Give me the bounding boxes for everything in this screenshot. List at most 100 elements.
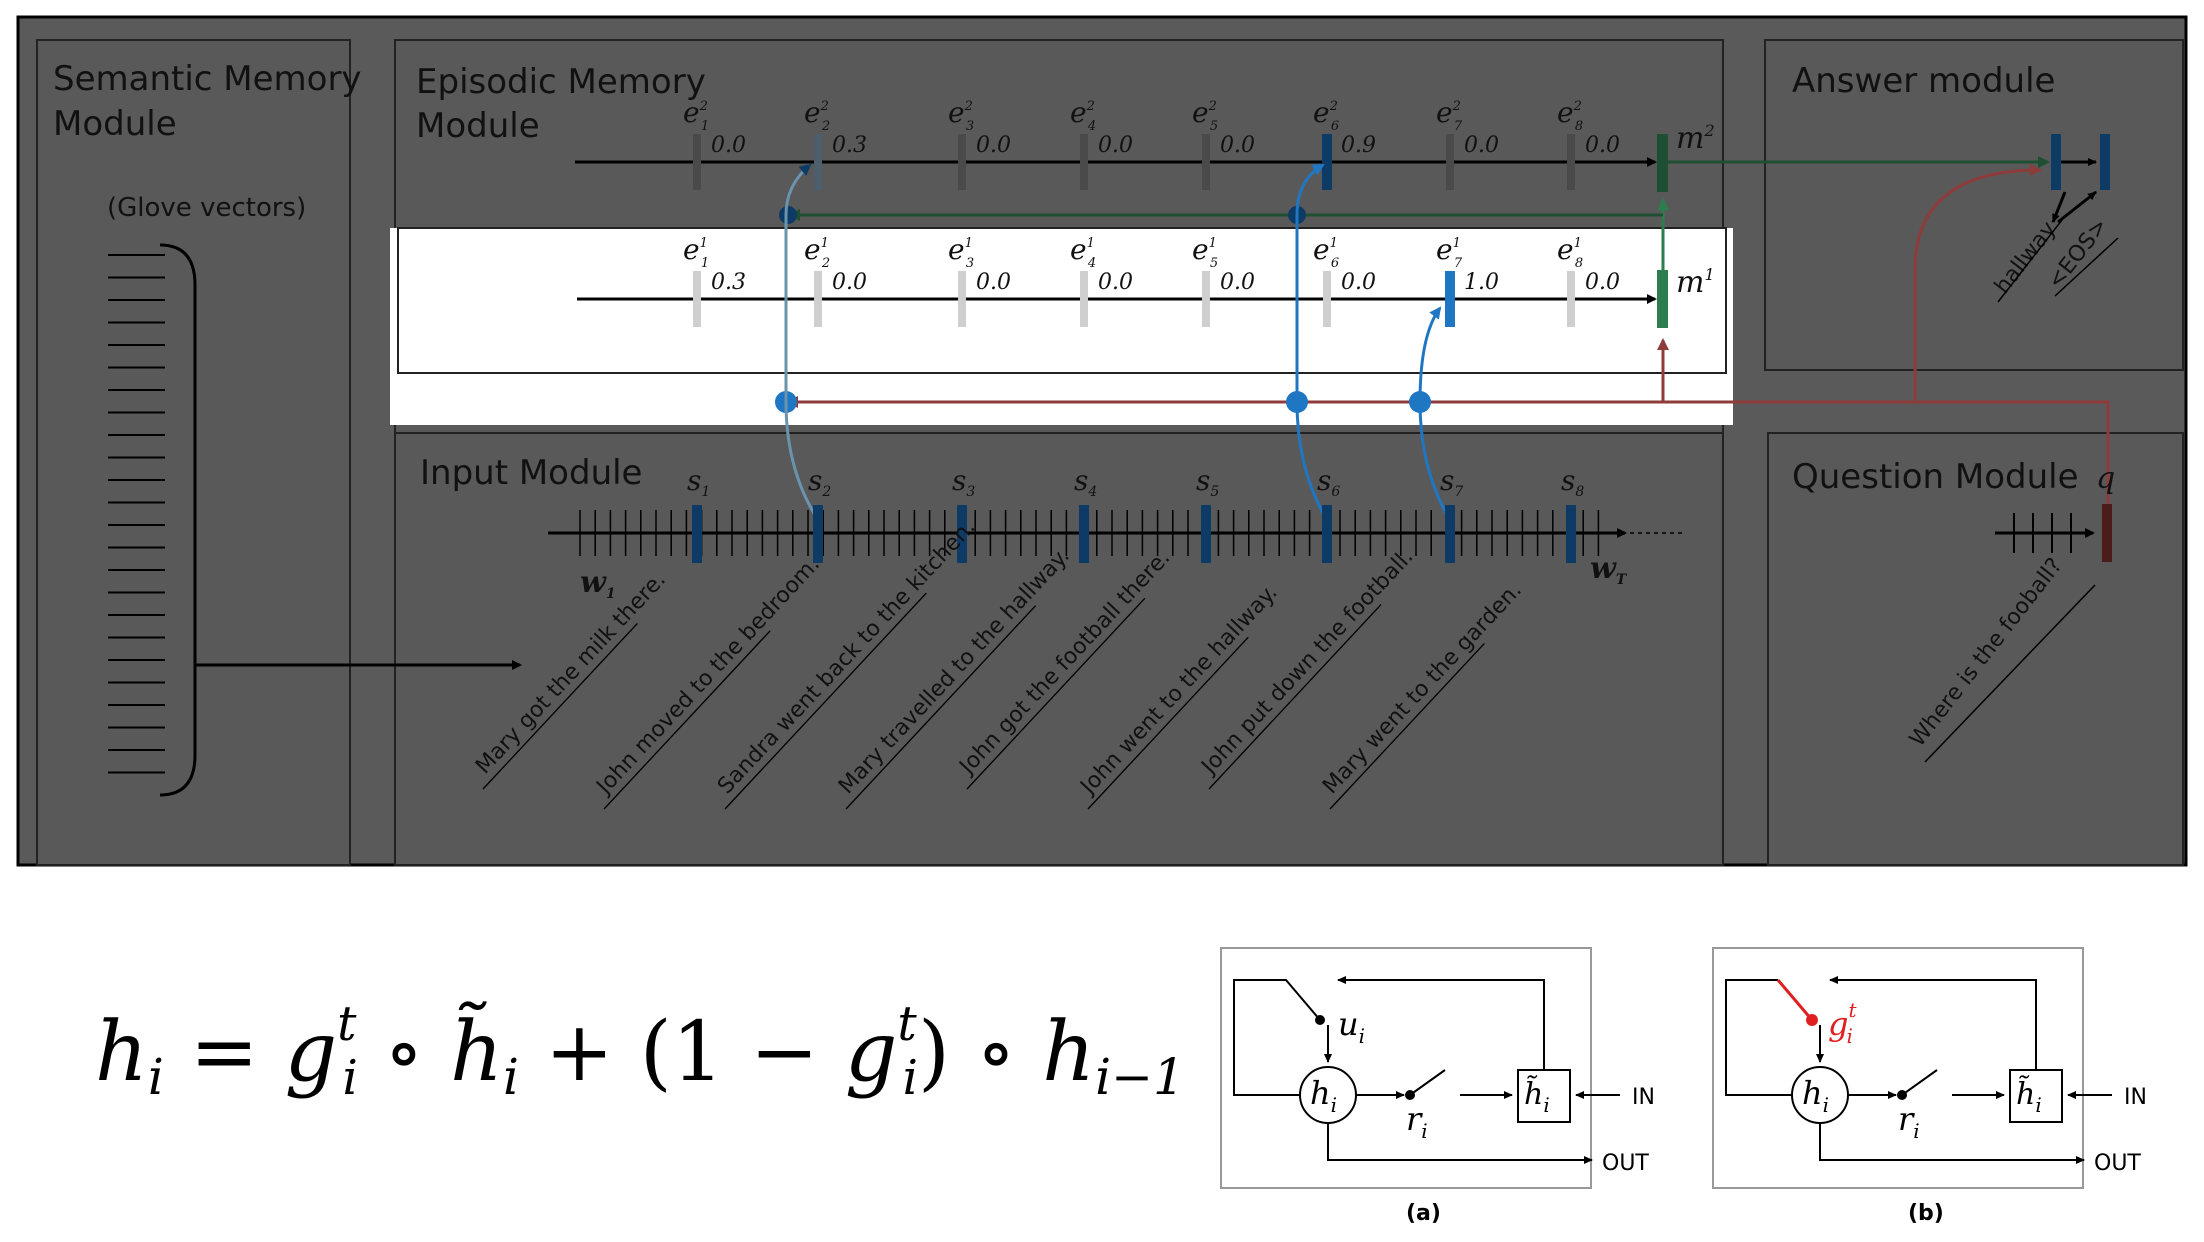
sentence-vector-bar xyxy=(1445,505,1455,563)
answer-module xyxy=(1764,39,2184,371)
sentence-label: s7 xyxy=(1440,464,1463,500)
episode-1-gate-bar xyxy=(1567,271,1575,327)
sentence-vector-bar xyxy=(957,505,967,563)
episode-2-gate-bar xyxy=(814,134,822,190)
input-title: Input Module xyxy=(420,453,642,493)
gru-b-candidate-box xyxy=(2009,1069,2063,1123)
question-module xyxy=(1767,432,2184,866)
attention-curve-s6 xyxy=(1295,163,1329,521)
episode-2-gate-value: 0.0 xyxy=(711,133,746,158)
episode-1-gate-value: 0.0 xyxy=(1098,270,1133,295)
episode-1-gate-bar xyxy=(958,271,966,327)
gru-b-reset-label: ri xyxy=(1898,1100,1920,1143)
episode-2-label: e2 8 xyxy=(1557,96,1583,134)
question-title: Question Module xyxy=(1792,457,2079,497)
sentence-vector-bar xyxy=(1322,505,1332,563)
episodic-title-1: Episodic Memory xyxy=(416,62,706,102)
sentence-label: s3 xyxy=(952,464,975,500)
sentence-label: s8 xyxy=(1561,464,1584,500)
sentence-vector-bar xyxy=(1201,505,1211,563)
sentence-underline xyxy=(845,605,1037,810)
question-vector-bar xyxy=(2102,504,2112,562)
episode-2-gate-value: 0.0 xyxy=(976,133,1011,158)
episode-2-label: e2 7 xyxy=(1436,96,1463,134)
question-attention-line xyxy=(786,396,2110,542)
sentence-underline xyxy=(966,597,1146,790)
gru-diagram-b: hi h̃i gt i ri IN OUT (b) xyxy=(1712,947,2147,1226)
episode-1-gates: e1 10.3e1 20.0e1 30.0e1 40.0e1 50.0e1 60.0e1 71… xyxy=(683,233,1620,327)
word-ticks xyxy=(579,510,1600,556)
episode-1-gate-bar xyxy=(693,271,701,327)
sentence-label: s2 xyxy=(808,464,831,500)
episode-2-gate-value: 0.0 xyxy=(1220,133,1255,158)
gru-diagram-a: hi h̃i ui ri IN OUT (a) xyxy=(1220,947,1655,1226)
gru-b-gate-label: gt i xyxy=(1828,998,1857,1048)
attention-curve-s7 xyxy=(1418,306,1452,521)
episode-1-label: e1 5 xyxy=(1192,233,1218,271)
sentence-vector-bar xyxy=(1566,505,1576,563)
gru-b-in-label: IN xyxy=(2124,1085,2147,1110)
episode-2-label: e2 4 xyxy=(1070,96,1096,134)
episode-1-gate-value: 0.0 xyxy=(976,270,1011,295)
episode-1-label: e1 6 xyxy=(1313,233,1339,271)
episode-1-label: e1 1 xyxy=(683,233,709,271)
answer-title: Answer module xyxy=(1792,61,2055,101)
episode-2-label: e2 2 xyxy=(804,96,830,134)
episodic-input-region xyxy=(394,39,1724,866)
svg-text:hi = gti ∘ h̃i + (1 − gti) ∘ h: hi = gt i ∘ h̃i + (1 − gt i) ∘ hi−1 xyxy=(95,996,1185,1106)
sentence-label: s5 xyxy=(1196,464,1219,500)
sentence-underline xyxy=(603,630,771,810)
episode-2-gate-bar xyxy=(958,134,966,190)
glove-vector-list xyxy=(108,254,165,774)
question-to-answer-arrow xyxy=(1913,164,2042,402)
sentence-label: s4 xyxy=(1074,464,1097,500)
gru-a-out-label: OUT xyxy=(1602,1151,1649,1176)
episode-1-label: e1 2 xyxy=(804,233,830,271)
gru-b-caption: (b) xyxy=(1908,1201,1944,1226)
episode-1-label: e1 8 xyxy=(1557,233,1583,271)
episode-2-gate-bar xyxy=(1446,134,1454,190)
episode-2-gates: e2 10.0e2 20.3e2 30.0e2 40.0e2 50.0e2 60.9e2 70… xyxy=(683,96,1620,190)
episode-2-gate-value: 0.0 xyxy=(1098,133,1133,158)
episode-1-gate-bar xyxy=(1445,271,1455,327)
episode-1-gate-bar xyxy=(1202,271,1210,327)
episode-2-gate-value: 0.0 xyxy=(1464,133,1499,158)
episode-2-gate-bar xyxy=(1080,134,1088,190)
gru-b-out-label: OUT xyxy=(2094,1151,2141,1176)
memory-m2-bar xyxy=(1657,134,1668,192)
episode-1-gate-value: 0.0 xyxy=(1341,270,1376,295)
episode-1-gate-value: 0.0 xyxy=(832,270,867,295)
episode-1-gate-bar xyxy=(814,271,822,327)
sentence-label: s1 xyxy=(687,464,710,500)
episode-1-label: e1 3 xyxy=(948,233,974,271)
gru-a-hidden-label: hi xyxy=(1310,1074,1337,1117)
question-q-label: q xyxy=(2096,461,2115,496)
episode-2-gate-value: 0.3 xyxy=(832,133,867,158)
last-word-label: wT xyxy=(1590,551,1628,588)
semantic-title-1: Semantic Memory xyxy=(53,59,362,99)
memory-m1-bar xyxy=(1657,270,1668,328)
episode-1-gate-value: 0.3 xyxy=(711,270,746,295)
sentence-underline xyxy=(1329,642,1485,810)
episode-2-gate-value: 0.0 xyxy=(1585,133,1620,158)
memory-m1-label: m1 xyxy=(1676,265,1715,300)
gate-update-equation: hi = gt i ∘ h̃i + (1 − gt i) ∘ hi−1 xyxy=(95,996,1185,1106)
episode-2-label: e2 3 xyxy=(948,96,974,134)
gru-a-gate-label: ui xyxy=(1338,1005,1365,1048)
episode-1-gate-value: 0.0 xyxy=(1220,270,1255,295)
episode-1-gate-bar xyxy=(1323,271,1331,327)
episode-2-gate-bar xyxy=(693,134,701,190)
glove-bracket xyxy=(159,243,197,797)
gru-a-in-label: IN xyxy=(1632,1085,1655,1110)
sentence-vector-bar xyxy=(1079,505,1089,563)
episode-2-label: e2 5 xyxy=(1192,96,1218,134)
episode-2-gate-bar xyxy=(1202,134,1210,190)
gru-b-hidden-label: hi xyxy=(1802,1074,1829,1117)
sentence-label: s6 xyxy=(1317,464,1340,500)
sentence-underline xyxy=(1208,604,1382,790)
episodic-title-2: Module xyxy=(416,106,540,146)
glove-vectors-label: (Glove vectors) xyxy=(107,193,306,223)
memory-m2-label: m2 xyxy=(1676,121,1715,156)
sentence-underline xyxy=(1087,636,1249,810)
